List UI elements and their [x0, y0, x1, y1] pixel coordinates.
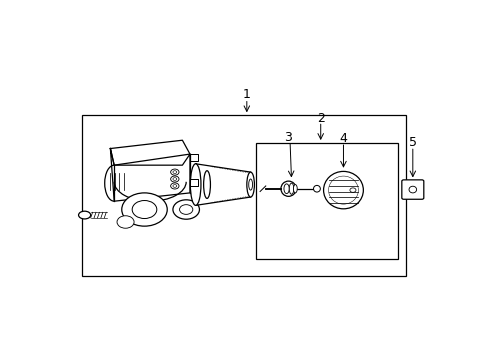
- Ellipse shape: [313, 185, 320, 192]
- Ellipse shape: [79, 211, 90, 219]
- Ellipse shape: [203, 171, 210, 198]
- Bar: [82, 115, 405, 276]
- Polygon shape: [110, 140, 189, 165]
- Ellipse shape: [173, 200, 199, 219]
- FancyBboxPatch shape: [401, 180, 423, 199]
- Ellipse shape: [284, 184, 289, 194]
- Text: 4: 4: [339, 132, 346, 145]
- Ellipse shape: [323, 171, 363, 209]
- Polygon shape: [110, 149, 189, 201]
- Ellipse shape: [190, 164, 201, 205]
- Text: 3: 3: [284, 131, 292, 144]
- Ellipse shape: [117, 216, 134, 228]
- Bar: [256, 143, 398, 260]
- Polygon shape: [195, 164, 250, 205]
- Ellipse shape: [122, 193, 167, 226]
- Text: 1: 1: [243, 88, 250, 101]
- Ellipse shape: [246, 172, 254, 197]
- Text: 2: 2: [316, 112, 324, 125]
- Ellipse shape: [289, 183, 293, 194]
- Text: 5: 5: [408, 136, 416, 149]
- Ellipse shape: [293, 185, 297, 193]
- Ellipse shape: [280, 181, 295, 196]
